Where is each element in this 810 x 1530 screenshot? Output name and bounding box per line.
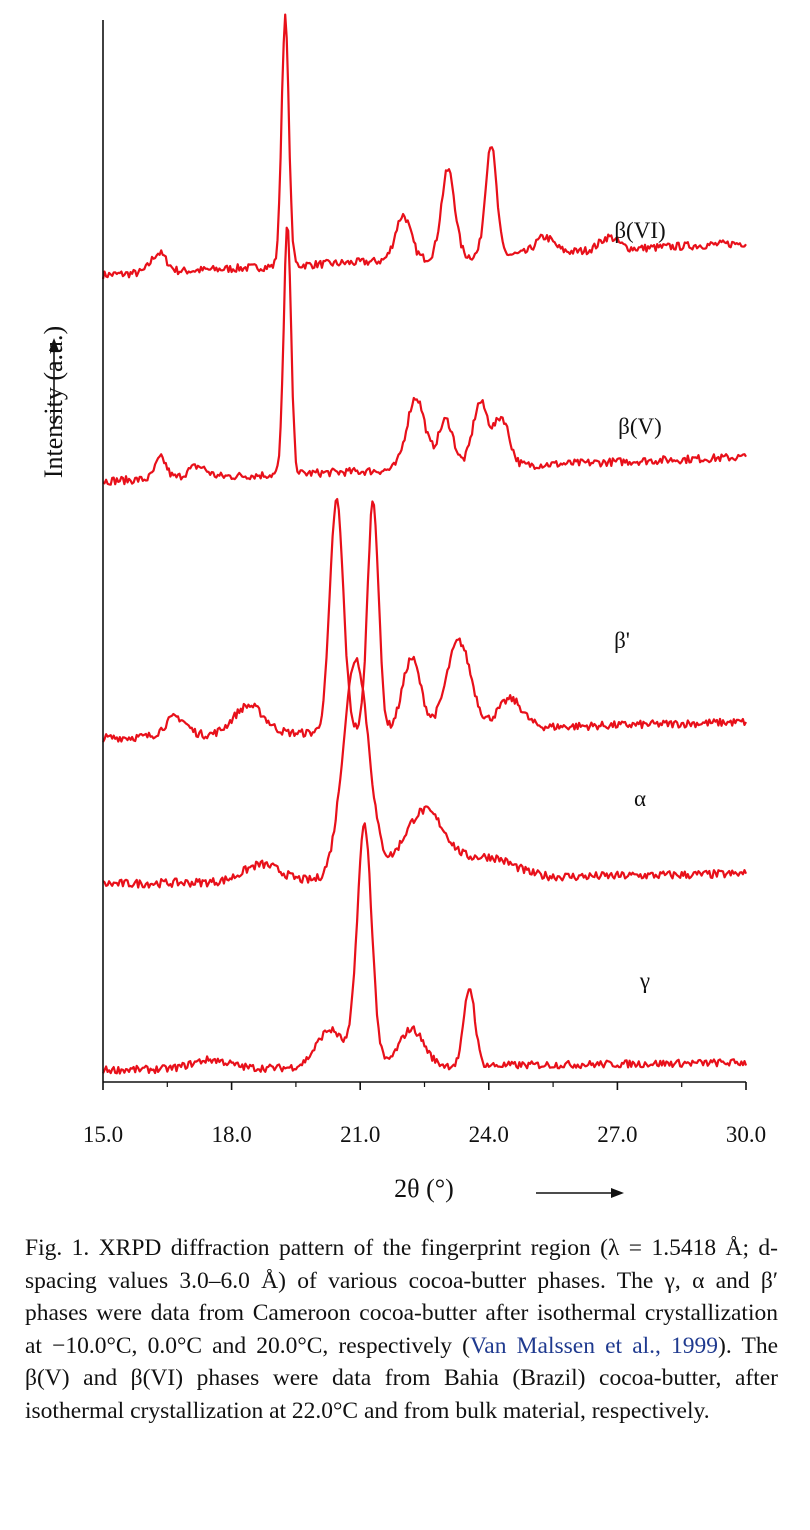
x-tick-label-4: 24.0 [469,1122,509,1147]
series-label-3: β' [614,628,630,653]
x-tick-label-5: 27.0 [597,1122,637,1147]
x-tick-label-6: 30.0 [726,1122,766,1147]
series-label-5: γ [639,968,650,993]
phase-label-layer: β(VI) β(V) β' α γ [614,218,666,993]
x-tick-label-3: 21.0 [340,1122,380,1147]
series-label-1: β(VI) [614,218,665,243]
series-line-5 [102,822,748,1075]
caption-citation-link[interactable]: Van Malssen et al., 1999 [469,1332,719,1359]
tick-layer: 15.0 18.0 21.0 24.0 27.0 30.0 [83,1082,766,1147]
series-line-4 [102,657,748,889]
y-axis-arrow-head [49,338,59,351]
caption-tail: ). The β(V) and β(VI) phases were data f… [25,1332,778,1424]
series-label-2: β(V) [618,414,662,439]
x-tick-label-1: 15.0 [83,1122,123,1147]
series-layer [101,13,748,1075]
series-label-4: α [634,786,646,811]
x-axis-title: 2θ (°) [394,1174,454,1203]
series-line-3 [102,498,747,743]
caption-lead: Fig. 1. XRPD diffraction pattern of the … [25,1235,778,1359]
xrpd-chart: 15.0 18.0 21.0 24.0 27.0 30.0 β(VI)β(V)β'αγ I… [39,13,766,1203]
figure-caption: Fig. 1. XRPD diffraction pattern of the … [25,1232,778,1427]
x-axis-arrow-head [611,1188,624,1198]
series-line-2 [102,226,747,486]
series-line-1 [101,13,747,280]
x-tick-label-2: 18.0 [211,1122,251,1147]
